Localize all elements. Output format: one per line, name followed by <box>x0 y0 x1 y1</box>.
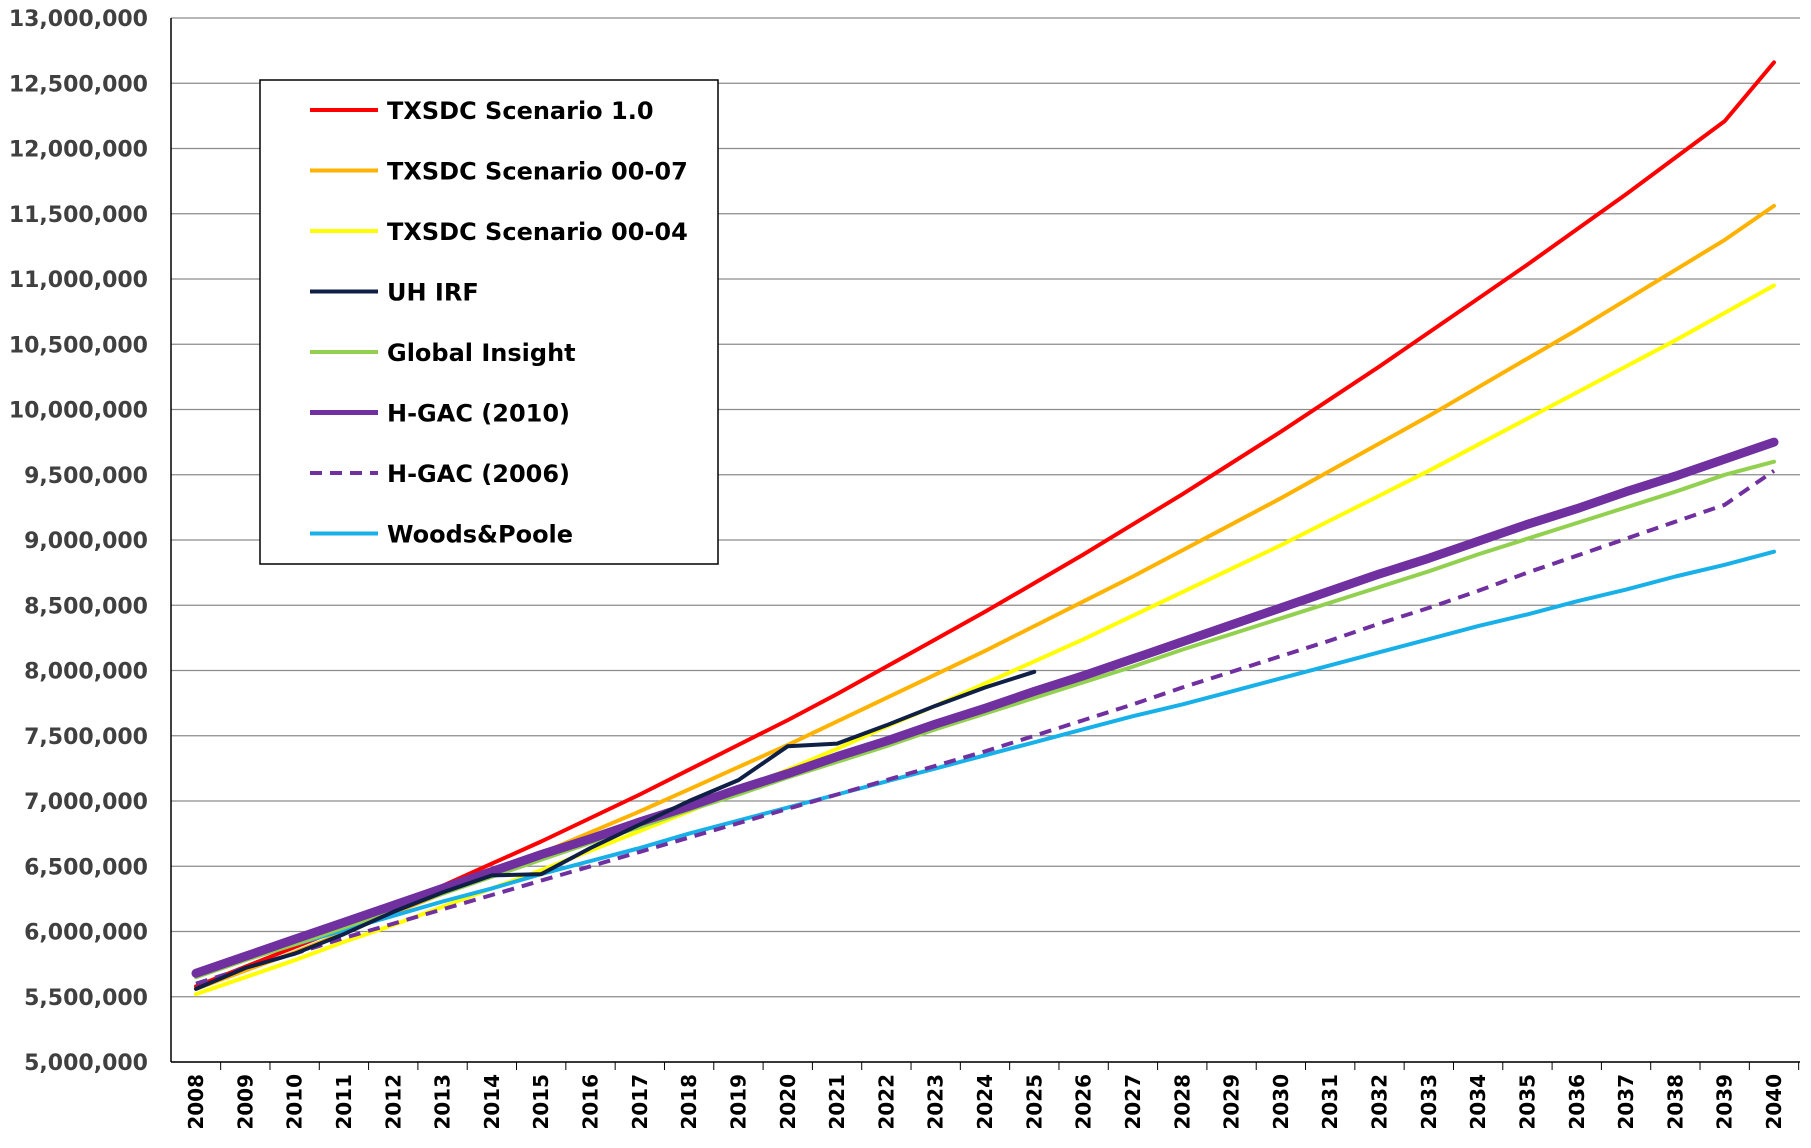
legend-label: UH IRF <box>387 279 479 307</box>
x-tick-label: 2036 <box>1565 1074 1589 1130</box>
y-tick-label: 6,500,000 <box>24 855 148 880</box>
legend-label: TXSDC Scenario 00-07 <box>387 158 688 186</box>
x-tick-label: 2035 <box>1515 1074 1539 1130</box>
legend-label: TXSDC Scenario 00-04 <box>387 218 688 246</box>
x-tick-label: 2017 <box>628 1074 652 1130</box>
x-tick-label: 2033 <box>1417 1074 1441 1130</box>
series-line-2 <box>194 283 1776 997</box>
y-tick-label: 5,000,000 <box>24 1051 148 1076</box>
y-tick-label: 9,500,000 <box>24 464 148 489</box>
x-tick-label: 2037 <box>1614 1074 1638 1130</box>
legend-label: H-GAC (2006) <box>387 460 570 488</box>
y-tick-label: 10,500,000 <box>9 333 148 358</box>
x-tick-label: 2008 <box>184 1074 208 1130</box>
y-tick-label: 6,000,000 <box>24 921 148 946</box>
series-lines <box>191 60 1779 997</box>
y-tick-label: 7,500,000 <box>24 725 148 750</box>
x-tick-label: 2019 <box>726 1074 750 1130</box>
x-tick-label: 2014 <box>480 1074 504 1130</box>
x-tick-label: 2022 <box>874 1074 898 1130</box>
x-tick-label: 2013 <box>431 1074 455 1130</box>
axes <box>170 18 1800 1063</box>
x-tick-label: 2029 <box>1220 1074 1244 1130</box>
x-tick-label: 2027 <box>1121 1074 1145 1130</box>
x-tick-label: 2018 <box>677 1074 701 1130</box>
x-tick-label: 2016 <box>579 1074 603 1130</box>
y-tick-label: 7,000,000 <box>24 790 148 815</box>
legend-label: Global Insight <box>387 339 576 367</box>
x-tick-label: 2023 <box>924 1074 948 1130</box>
x-tick-label: 2034 <box>1466 1074 1490 1130</box>
x-tick-label: 2032 <box>1368 1074 1392 1130</box>
x-tick-label: 2021 <box>825 1074 849 1130</box>
y-tick-label: 5,500,000 <box>24 986 148 1011</box>
series-line-3 <box>194 669 1037 991</box>
series-line-7 <box>194 549 1776 976</box>
x-tick-label: 2026 <box>1072 1074 1096 1130</box>
x-tick-label: 2031 <box>1318 1074 1342 1130</box>
x-tick-label: 2012 <box>381 1074 405 1130</box>
x-tick-label: 2009 <box>233 1074 257 1130</box>
x-tick-label: 2039 <box>1713 1074 1737 1130</box>
legend: TXSDC Scenario 1.0 TXSDC Scenario 00-07 TX… <box>259 79 719 565</box>
y-tick-label: 11,000,000 <box>9 268 148 293</box>
x-tick-label: 2025 <box>1022 1074 1046 1130</box>
x-tick-labels: 2008 2009 2010 2011 2012 2013 2014 2015 2016 2017… <box>184 1062 1800 1130</box>
series-line-6 <box>195 469 1776 986</box>
y-tick-label: 8,500,000 <box>24 594 148 619</box>
x-tick-label: 2038 <box>1663 1074 1687 1130</box>
x-tick-label: 2010 <box>283 1074 307 1130</box>
x-tick-label: 2024 <box>973 1074 997 1130</box>
x-tick-label: 2011 <box>332 1074 356 1130</box>
x-tick-label: 2040 <box>1762 1074 1786 1130</box>
legend-label: Woods&Poole <box>387 521 573 549</box>
series-line-5 <box>191 437 1779 978</box>
x-tick-label: 2028 <box>1170 1074 1194 1130</box>
legend-box <box>259 79 719 565</box>
y-tick-label: 13,000,000 <box>9 7 148 32</box>
y-tick-label: 11,500,000 <box>9 203 148 228</box>
x-tick-label: 2015 <box>529 1074 553 1130</box>
x-tick-label: 2020 <box>776 1074 800 1130</box>
y-tick-label: 12,000,000 <box>9 138 148 163</box>
legend-label: H-GAC (2010) <box>387 400 570 428</box>
y-tick-label: 9,000,000 <box>24 529 148 554</box>
x-tick-label: 2030 <box>1269 1074 1293 1130</box>
y-tick-label: 12,500,000 <box>9 72 148 97</box>
y-tick-label: 10,000,000 <box>9 399 148 424</box>
y-tick-labels: 5,000,000 5,500,000 6,000,000 6,500,000 7,00… <box>9 7 148 1076</box>
y-tick-label: 8,000,000 <box>24 660 148 685</box>
legend-label: TXSDC Scenario 1.0 <box>387 97 654 125</box>
